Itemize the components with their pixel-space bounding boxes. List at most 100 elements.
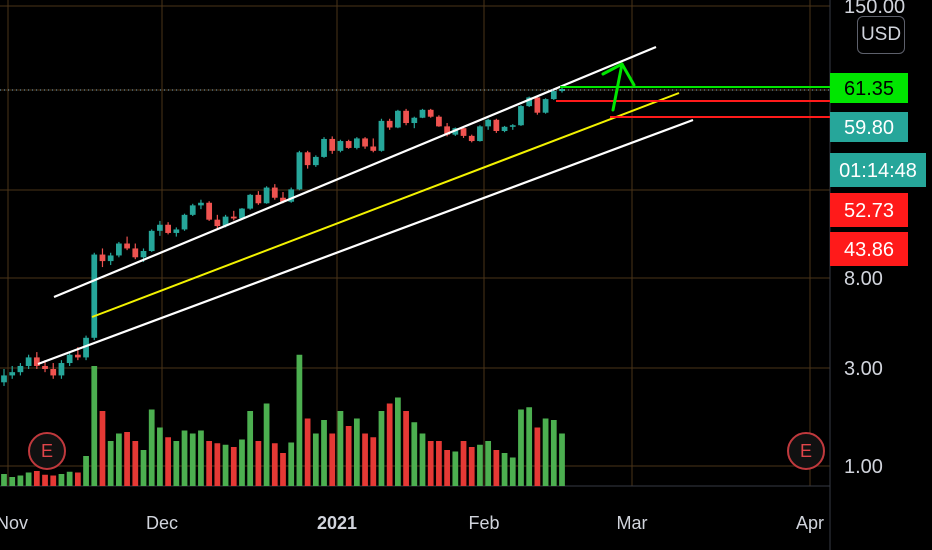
volume-bar: [288, 442, 295, 486]
volume-bar: [271, 443, 278, 486]
volume-bar: [189, 433, 196, 486]
volume-bars: [1, 354, 565, 486]
volume-bar: [501, 453, 508, 486]
volume-bar: [214, 443, 221, 486]
candle-body: [427, 109, 434, 117]
candle-body: [50, 369, 57, 376]
earnings-event-label: E: [40, 440, 53, 461]
volume-bar: [263, 403, 270, 486]
candle-body: [25, 357, 32, 366]
candle-body: [550, 91, 557, 100]
volume-bar: [99, 411, 106, 486]
channel-upper-line: [53, 45, 657, 299]
price-tick-label: 1.00: [844, 456, 883, 478]
volume-bar: [33, 471, 40, 486]
price-axis[interactable]: 150.00 8.00 3.00 1.00: [844, 0, 905, 478]
candle-body: [140, 251, 147, 258]
volume-bar: [452, 451, 459, 486]
volume-bar: [337, 411, 344, 486]
currency-selector[interactable]: USD: [857, 16, 905, 54]
time-axis[interactable]: Nov Dec 2021 Feb Mar Apr: [0, 513, 824, 533]
price-tick-label: 150.00: [844, 0, 905, 18]
candle-body: [559, 88, 565, 92]
volume-bar: [370, 437, 377, 486]
earnings-event-icon[interactable]: E: [787, 432, 825, 470]
volume-bar: [419, 433, 426, 486]
volume-bar: [304, 418, 311, 486]
volume-bar: [148, 409, 155, 486]
earnings-event-icon[interactable]: E: [28, 432, 66, 470]
volume-bar: [526, 407, 533, 486]
candle-body: [370, 146, 377, 151]
volume-bar: [66, 471, 73, 486]
candle-body: [263, 187, 270, 204]
candle-body: [477, 126, 483, 142]
candle-body: [468, 135, 475, 142]
time-tick-label: Mar: [617, 513, 648, 533]
volume-bar: [559, 433, 565, 486]
volume-bar: [91, 366, 98, 486]
volume-bar: [403, 411, 409, 486]
candle-body: [74, 354, 81, 358]
candle-body: [485, 119, 492, 127]
volume-bar: [329, 433, 336, 486]
price-tag-label: 01:14:48: [839, 160, 917, 182]
volume-bar: [485, 441, 492, 486]
candle-body: [542, 99, 549, 113]
volume-bar: [17, 475, 24, 486]
volume-bar: [362, 433, 368, 486]
time-tick-label: 2021: [317, 513, 357, 533]
candle-body: [66, 354, 73, 364]
candle-body: [526, 97, 533, 107]
price-tags: 61.35 59.80 01:14:48 52.73 43.86: [830, 73, 926, 266]
price-tag-label: 52.73: [844, 200, 894, 222]
candle-body: [214, 219, 221, 227]
volume-bar: [280, 453, 286, 486]
time-tick-label: Apr: [796, 513, 824, 533]
volume-bar: [345, 426, 352, 486]
volume-bar: [222, 444, 229, 486]
candle-body: [329, 138, 336, 151]
drawings: [0, 45, 830, 366]
volume-bar: [140, 450, 147, 486]
volume-bar: [436, 441, 442, 486]
price-tag-level: [830, 232, 908, 266]
volume-bar: [181, 430, 188, 486]
candle-body: [288, 189, 295, 202]
candle-body: [501, 126, 508, 132]
channel-lower-line: [37, 118, 694, 366]
time-tick-label: Feb: [468, 513, 499, 533]
candle-body: [509, 125, 516, 127]
candle-body: [239, 208, 245, 219]
breakout-arrow-shaft: [611, 62, 624, 112]
candle-body: [1, 375, 7, 383]
volume-bar: [247, 411, 254, 486]
candle-body: [91, 254, 98, 338]
candle-body: [198, 202, 204, 206]
volume-bar: [198, 430, 204, 486]
volume-bar: [50, 475, 57, 486]
candle-body: [148, 230, 155, 252]
channel-mid-line: [91, 92, 680, 318]
time-tick-label: Dec: [146, 513, 178, 533]
volume-bar: [83, 456, 89, 486]
earnings-event-label: E: [799, 440, 812, 461]
volume-bar: [25, 472, 32, 486]
volume-bar: [239, 439, 245, 486]
candle-body: [403, 110, 409, 124]
candle-body: [296, 152, 303, 190]
price-tag-countdown: [830, 153, 926, 187]
candle-body: [460, 128, 467, 136]
candle-body: [321, 138, 327, 157]
volume-bar: [509, 457, 516, 486]
volume-bar: [165, 437, 171, 486]
candle-body: [222, 216, 229, 227]
volume-bar: [386, 403, 393, 486]
volume-bar: [132, 441, 139, 486]
candle-body: [353, 138, 360, 148]
price-tick-label: 8.00: [844, 268, 883, 290]
candle-body: [378, 120, 385, 151]
candle-body: [132, 248, 139, 258]
